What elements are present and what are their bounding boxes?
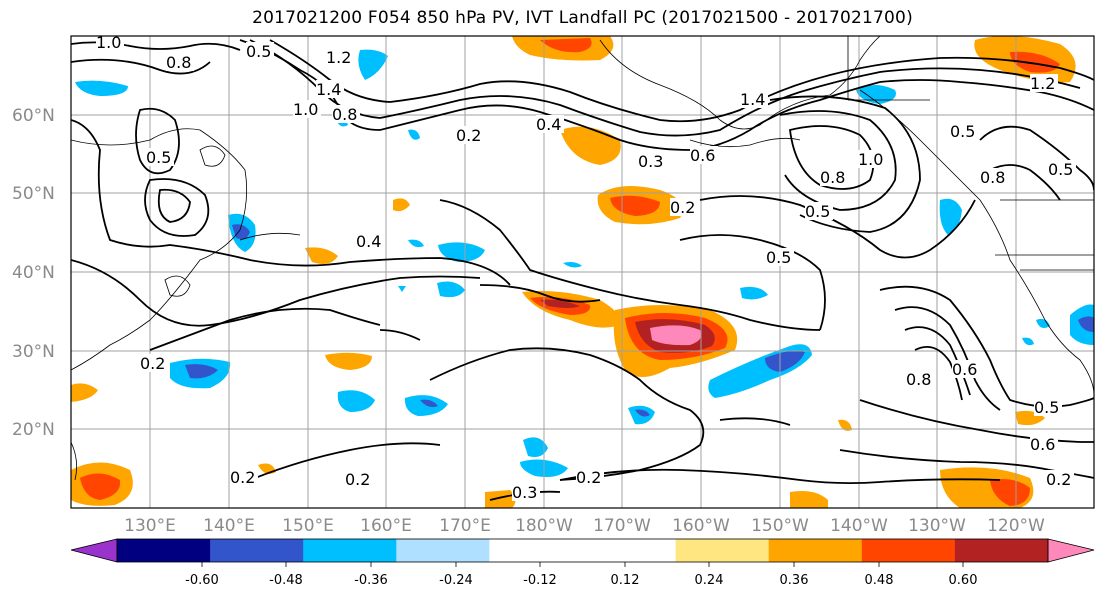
colorbar-segment: [768, 539, 863, 562]
colorbar-min-arrow: [70, 538, 118, 563]
lon-label: 170°W: [593, 516, 651, 536]
colorbar-tick-label: -0.24: [439, 573, 473, 588]
contour-label: 0.5: [805, 202, 830, 221]
map-frame: [70, 35, 1095, 509]
contour-label: 1.0: [96, 33, 121, 52]
contour-label: 1.4: [740, 90, 765, 109]
contour-label: 0.5: [1034, 398, 1059, 417]
colorbar-segments: [117, 539, 1049, 562]
colorbar-segment: [117, 539, 211, 562]
colorbar-tick-label: 0.24: [695, 573, 724, 588]
lon-label: 130°W: [908, 516, 966, 536]
colorbar-ticks: [201, 562, 964, 567]
colorbar-segment: [489, 539, 583, 562]
lon-label: 130°E: [124, 516, 176, 536]
colorbar-max-arrow: [1047, 538, 1095, 563]
contour-labels: 1.0 0.5 0.8 1.2 1.4 1.0 0.8 0.2 0.4 0.3 …: [96, 33, 1076, 502]
lat-label: 20°N: [12, 420, 55, 440]
contour-label: 0.5: [766, 248, 791, 267]
contour-label: 0.6: [952, 360, 977, 379]
colorbar-tick-label: -0.12: [523, 573, 557, 588]
contour-label: 1.2: [326, 48, 351, 67]
latitude-labels: 60°N 50°N 40°N 30°N 20°N: [12, 106, 55, 440]
contour-label: 1.0: [293, 100, 318, 119]
colorbar-segment: [210, 539, 304, 562]
contour-label: 0.3: [638, 152, 663, 171]
lon-label: 160°W: [672, 516, 730, 536]
colorbar-segment: [582, 539, 677, 562]
contour-label: 0.5: [1048, 160, 1073, 179]
colorbar-tick-label: 0.36: [780, 573, 809, 588]
map-title: 2017021200 F054 850 hPa PV, IVT Landfall…: [252, 8, 913, 28]
contour-label: 0.2: [456, 126, 481, 145]
contour-label: 0.8: [980, 168, 1005, 187]
lon-label: 170°E: [439, 516, 491, 536]
coastlines: [71, 36, 1094, 481]
lon-label: 150°E: [282, 516, 334, 536]
contour-label: 0.5: [950, 122, 975, 141]
longitude-labels: 130°E 140°E 150°E 160°E 170°E 180°W 170°…: [124, 516, 1045, 536]
contour-label: 0.8: [906, 370, 931, 389]
colorbar-tick-label: -0.60: [185, 573, 219, 588]
lon-label: 160°E: [360, 516, 412, 536]
colorbar-tick-label: -0.36: [354, 573, 388, 588]
colorbar-frame: [116, 538, 1049, 563]
contour-label: 0.4: [536, 115, 561, 134]
lat-label: 60°N: [12, 106, 55, 126]
contour-label: 0.8: [332, 105, 357, 124]
contour-label: 0.2: [670, 198, 695, 217]
lon-label: 180°W: [515, 516, 573, 536]
colorbar-segment: [675, 539, 770, 562]
lon-label: 140°E: [203, 516, 255, 536]
contour-label: 0.2: [140, 354, 165, 373]
colorbar-segment: [954, 539, 1049, 562]
contour-label: 0.8: [820, 168, 845, 187]
lon-label: 140°W: [830, 516, 888, 536]
lon-label: 150°W: [751, 516, 809, 536]
contour-label: 1.4: [316, 80, 341, 99]
lon-label: 120°W: [987, 516, 1045, 536]
contour-label: 1.0: [858, 150, 883, 169]
lat-label: 50°N: [12, 184, 55, 204]
contour-label: 0.8: [166, 53, 191, 72]
colorbar-tick-label: 0.48: [865, 573, 894, 588]
lat-label: 30°N: [12, 342, 55, 362]
contour-label: 0.5: [146, 148, 171, 167]
contour-label: 0.6: [1030, 435, 1055, 454]
contour-label: 0.5: [246, 42, 271, 61]
contour-label: 0.4: [356, 232, 381, 251]
contour-label: 0.2: [345, 470, 370, 489]
gridlines: [71, 36, 1094, 508]
colorbar-tick-label: 0.60: [949, 573, 978, 588]
contour-label: 0.2: [576, 468, 601, 487]
colorbar-segment: [303, 539, 397, 562]
colorbar: -0.60 -0.48 -0.36 -0.24 -0.12 0.12 0.24 …: [70, 538, 1095, 588]
contour-label: 1.2: [1030, 74, 1055, 93]
contour-label: 0.3: [512, 483, 537, 502]
lat-label: 40°N: [12, 263, 55, 283]
colorbar-tick-label: -0.48: [269, 573, 303, 588]
colorbar-tick-label: 0.12: [611, 573, 640, 588]
colorbar-segment: [396, 539, 490, 562]
contour-label: 0.6: [690, 146, 715, 165]
contour-label: 0.2: [1046, 470, 1071, 489]
colorbar-segment: [861, 539, 956, 562]
contour-label: 0.2: [230, 468, 255, 487]
